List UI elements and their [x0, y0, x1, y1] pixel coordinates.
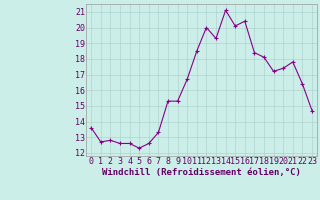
X-axis label: Windchill (Refroidissement éolien,°C): Windchill (Refroidissement éolien,°C) — [102, 168, 301, 177]
